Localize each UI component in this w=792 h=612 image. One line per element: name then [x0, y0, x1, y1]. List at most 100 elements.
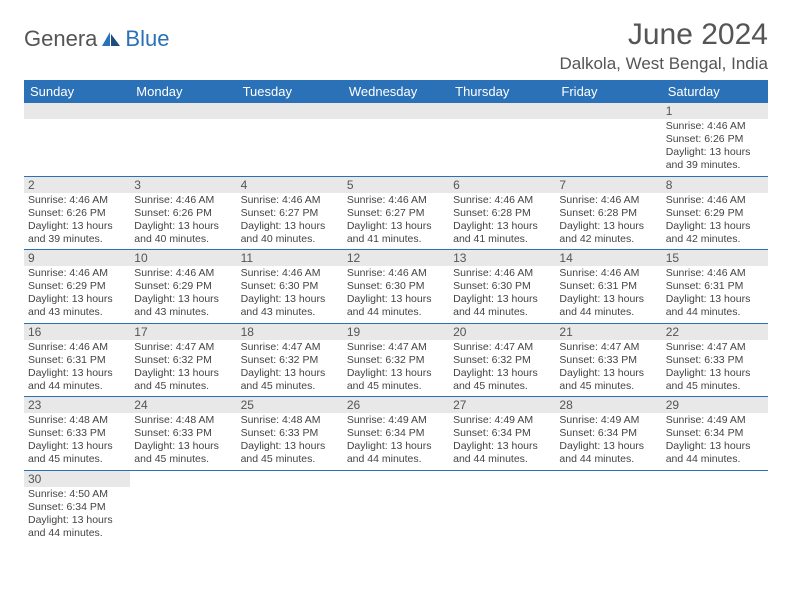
calendar-day-cell: 3Sunrise: 4:46 AMSunset: 6:26 PMDaylight… — [130, 176, 236, 250]
location: Dalkola, West Bengal, India — [559, 54, 768, 74]
calendar-day-cell: 8Sunrise: 4:46 AMSunset: 6:29 PMDaylight… — [662, 176, 768, 250]
logo-text-2: Blue — [125, 26, 169, 52]
calendar-day-cell: 10Sunrise: 4:46 AMSunset: 6:29 PMDayligh… — [130, 250, 236, 324]
weekday-header: Monday — [130, 80, 236, 103]
day-number: 7 — [555, 177, 661, 193]
day-number: 28 — [555, 397, 661, 413]
empty-daynum-strip — [343, 103, 449, 119]
day-number: 30 — [24, 471, 130, 487]
day-details: Sunrise: 4:46 AMSunset: 6:29 PMDaylight:… — [134, 267, 232, 320]
day-number: 25 — [237, 397, 343, 413]
day-details: Sunrise: 4:48 AMSunset: 6:33 PMDaylight:… — [241, 414, 339, 467]
calendar-day-cell: 6Sunrise: 4:46 AMSunset: 6:28 PMDaylight… — [449, 176, 555, 250]
day-number: 15 — [662, 250, 768, 266]
day-number: 4 — [237, 177, 343, 193]
calendar-day-cell: 9Sunrise: 4:46 AMSunset: 6:29 PMDaylight… — [24, 250, 130, 324]
calendar-day-cell: 21Sunrise: 4:47 AMSunset: 6:33 PMDayligh… — [555, 323, 661, 397]
calendar-day-cell: 2Sunrise: 4:46 AMSunset: 6:26 PMDaylight… — [24, 176, 130, 250]
day-number: 24 — [130, 397, 236, 413]
day-number: 8 — [662, 177, 768, 193]
calendar-week-row: 16Sunrise: 4:46 AMSunset: 6:31 PMDayligh… — [24, 323, 768, 397]
calendar-body: 1Sunrise: 4:46 AMSunset: 6:26 PMDaylight… — [24, 103, 768, 543]
weekday-header-row: SundayMondayTuesdayWednesdayThursdayFrid… — [24, 80, 768, 103]
day-number: 19 — [343, 324, 449, 340]
calendar-day-cell — [555, 103, 661, 176]
calendar-week-row: 23Sunrise: 4:48 AMSunset: 6:33 PMDayligh… — [24, 397, 768, 471]
calendar-day-cell: 20Sunrise: 4:47 AMSunset: 6:32 PMDayligh… — [449, 323, 555, 397]
calendar-day-cell: 5Sunrise: 4:46 AMSunset: 6:27 PMDaylight… — [343, 176, 449, 250]
day-details: Sunrise: 4:46 AMSunset: 6:26 PMDaylight:… — [666, 120, 764, 173]
calendar-day-cell: 28Sunrise: 4:49 AMSunset: 6:34 PMDayligh… — [555, 397, 661, 471]
weekday-header: Thursday — [449, 80, 555, 103]
day-number: 9 — [24, 250, 130, 266]
day-number: 10 — [130, 250, 236, 266]
day-number: 14 — [555, 250, 661, 266]
logo-sail-icon — [100, 30, 122, 48]
calendar-day-cell — [24, 103, 130, 176]
calendar-day-cell: 13Sunrise: 4:46 AMSunset: 6:30 PMDayligh… — [449, 250, 555, 324]
calendar-day-cell — [449, 103, 555, 176]
day-details: Sunrise: 4:49 AMSunset: 6:34 PMDaylight:… — [559, 414, 657, 467]
calendar-day-cell: 7Sunrise: 4:46 AMSunset: 6:28 PMDaylight… — [555, 176, 661, 250]
day-details: Sunrise: 4:46 AMSunset: 6:27 PMDaylight:… — [241, 194, 339, 247]
calendar-day-cell — [449, 470, 555, 543]
day-details: Sunrise: 4:46 AMSunset: 6:30 PMDaylight:… — [453, 267, 551, 320]
empty-daynum-strip — [237, 103, 343, 119]
day-details: Sunrise: 4:47 AMSunset: 6:33 PMDaylight:… — [559, 341, 657, 394]
day-number: 17 — [130, 324, 236, 340]
calendar-day-cell: 22Sunrise: 4:47 AMSunset: 6:33 PMDayligh… — [662, 323, 768, 397]
day-details: Sunrise: 4:46 AMSunset: 6:27 PMDaylight:… — [347, 194, 445, 247]
calendar-day-cell: 15Sunrise: 4:46 AMSunset: 6:31 PMDayligh… — [662, 250, 768, 324]
calendar-day-cell: 14Sunrise: 4:46 AMSunset: 6:31 PMDayligh… — [555, 250, 661, 324]
day-details: Sunrise: 4:49 AMSunset: 6:34 PMDaylight:… — [453, 414, 551, 467]
day-number: 27 — [449, 397, 555, 413]
day-details: Sunrise: 4:46 AMSunset: 6:30 PMDaylight:… — [347, 267, 445, 320]
day-number: 29 — [662, 397, 768, 413]
calendar-week-row: 30Sunrise: 4:50 AMSunset: 6:34 PMDayligh… — [24, 470, 768, 543]
day-details: Sunrise: 4:46 AMSunset: 6:31 PMDaylight:… — [559, 267, 657, 320]
day-details: Sunrise: 4:46 AMSunset: 6:29 PMDaylight:… — [666, 194, 764, 247]
calendar-day-cell: 17Sunrise: 4:47 AMSunset: 6:32 PMDayligh… — [130, 323, 236, 397]
day-details: Sunrise: 4:49 AMSunset: 6:34 PMDaylight:… — [666, 414, 764, 467]
calendar-day-cell — [130, 103, 236, 176]
day-number: 6 — [449, 177, 555, 193]
calendar-day-cell: 12Sunrise: 4:46 AMSunset: 6:30 PMDayligh… — [343, 250, 449, 324]
day-details: Sunrise: 4:46 AMSunset: 6:29 PMDaylight:… — [28, 267, 126, 320]
day-number: 20 — [449, 324, 555, 340]
day-number: 18 — [237, 324, 343, 340]
calendar-day-cell: 4Sunrise: 4:46 AMSunset: 6:27 PMDaylight… — [237, 176, 343, 250]
calendar-day-cell: 1Sunrise: 4:46 AMSunset: 6:26 PMDaylight… — [662, 103, 768, 176]
weekday-header: Friday — [555, 80, 661, 103]
calendar-day-cell: 30Sunrise: 4:50 AMSunset: 6:34 PMDayligh… — [24, 470, 130, 543]
calendar-day-cell: 27Sunrise: 4:49 AMSunset: 6:34 PMDayligh… — [449, 397, 555, 471]
day-details: Sunrise: 4:48 AMSunset: 6:33 PMDaylight:… — [28, 414, 126, 467]
day-number: 22 — [662, 324, 768, 340]
day-details: Sunrise: 4:47 AMSunset: 6:32 PMDaylight:… — [241, 341, 339, 394]
calendar-day-cell — [662, 470, 768, 543]
empty-daynum-strip — [449, 103, 555, 119]
day-details: Sunrise: 4:46 AMSunset: 6:26 PMDaylight:… — [28, 194, 126, 247]
calendar-day-cell: 11Sunrise: 4:46 AMSunset: 6:30 PMDayligh… — [237, 250, 343, 324]
day-details: Sunrise: 4:49 AMSunset: 6:34 PMDaylight:… — [347, 414, 445, 467]
calendar-day-cell — [343, 470, 449, 543]
day-details: Sunrise: 4:46 AMSunset: 6:28 PMDaylight:… — [453, 194, 551, 247]
empty-daynum-strip — [555, 103, 661, 119]
calendar-day-cell: 29Sunrise: 4:49 AMSunset: 6:34 PMDayligh… — [662, 397, 768, 471]
day-details: Sunrise: 4:46 AMSunset: 6:31 PMDaylight:… — [666, 267, 764, 320]
weekday-header: Wednesday — [343, 80, 449, 103]
calendar-table: SundayMondayTuesdayWednesdayThursdayFrid… — [24, 80, 768, 543]
day-details: Sunrise: 4:47 AMSunset: 6:32 PMDaylight:… — [134, 341, 232, 394]
calendar-day-cell: 18Sunrise: 4:47 AMSunset: 6:32 PMDayligh… — [237, 323, 343, 397]
day-number: 5 — [343, 177, 449, 193]
calendar-day-cell: 23Sunrise: 4:48 AMSunset: 6:33 PMDayligh… — [24, 397, 130, 471]
day-number: 12 — [343, 250, 449, 266]
day-details: Sunrise: 4:47 AMSunset: 6:32 PMDaylight:… — [453, 341, 551, 394]
calendar-day-cell — [555, 470, 661, 543]
day-details: Sunrise: 4:46 AMSunset: 6:30 PMDaylight:… — [241, 267, 339, 320]
calendar-day-cell: 26Sunrise: 4:49 AMSunset: 6:34 PMDayligh… — [343, 397, 449, 471]
calendar-day-cell — [237, 103, 343, 176]
logo: Genera Blue — [24, 18, 169, 52]
day-details: Sunrise: 4:46 AMSunset: 6:31 PMDaylight:… — [28, 341, 126, 394]
calendar-day-cell: 16Sunrise: 4:46 AMSunset: 6:31 PMDayligh… — [24, 323, 130, 397]
day-number: 13 — [449, 250, 555, 266]
